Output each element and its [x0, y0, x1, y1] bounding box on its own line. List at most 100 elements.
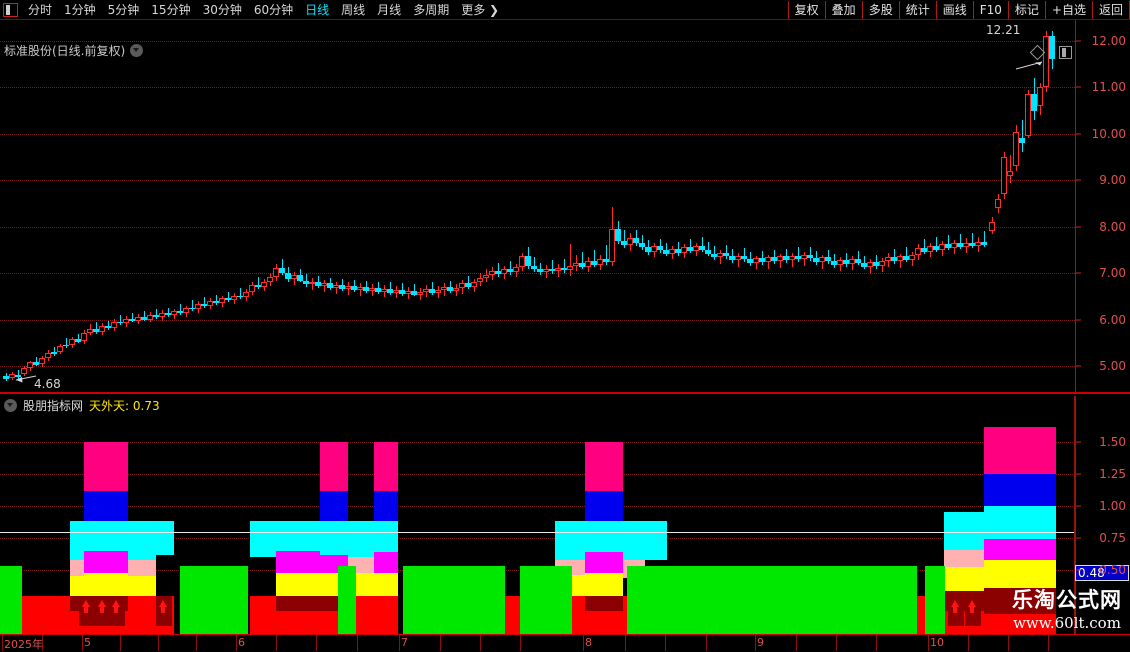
period-9[interactable]: 多周期: [413, 2, 450, 17]
candle-body: [405, 290, 411, 294]
period-6[interactable]: 日线: [305, 2, 330, 17]
candle-wick: [342, 278, 343, 291]
candle-body: [591, 261, 597, 265]
period-7[interactable]: 周线: [341, 2, 366, 17]
toolbar-button-6[interactable]: 标记: [1007, 0, 1045, 19]
symbol-title-bar[interactable]: 标准股份(日线.前复权): [4, 42, 144, 59]
candle-wick: [180, 303, 181, 315]
chevron-down-circle-icon[interactable]: [130, 44, 144, 57]
candle-body: [309, 281, 315, 285]
toolbar-button-7[interactable]: +自选: [1044, 0, 1092, 19]
candle-wick: [108, 320, 109, 330]
period-8[interactable]: 月线: [377, 2, 402, 17]
indicator-bar-segment: [623, 521, 645, 560]
candle-body: [777, 256, 783, 262]
indicator-bar-segment: [374, 442, 398, 491]
toolbar-button-3[interactable]: 统计: [898, 0, 936, 19]
indicator-bar-segment: [84, 521, 128, 551]
candle-body: [357, 287, 363, 290]
candle-body: [399, 289, 405, 294]
candle-body: [825, 257, 831, 262]
candle-body: [57, 345, 63, 353]
green-band: [403, 566, 505, 634]
green-band: [627, 566, 917, 634]
price-plot-area[interactable]: 12.21 4.68 停财权涨: [0, 20, 1075, 394]
green-band: [180, 566, 248, 634]
candle-body: [627, 237, 633, 246]
candle-body: [831, 261, 837, 265]
candle-body: [249, 285, 255, 292]
axis-label: 0.75: [1099, 531, 1126, 546]
indicator-bar-segment: [128, 576, 156, 596]
period-4[interactable]: 30分钟: [202, 2, 242, 17]
candle-wick: [972, 233, 973, 249]
candle-body: [819, 257, 825, 263]
candle-body: [1019, 138, 1025, 144]
price-value-axis: 12.00 11.00 10.00 9.00 8.00 7.00 6.00 5.00: [1075, 20, 1130, 394]
candle-body: [75, 339, 81, 342]
indicator-bar-segment: [944, 567, 984, 591]
candle-body: [939, 244, 945, 250]
period-1[interactable]: 1分钟: [64, 2, 96, 17]
period-2[interactable]: 5分钟: [107, 2, 140, 17]
toolbar-button-8[interactable]: 返回: [1091, 0, 1130, 19]
candle-body: [111, 321, 117, 329]
candle-body: [609, 228, 615, 263]
gridline: [0, 538, 1075, 540]
candle-wick: [948, 235, 949, 250]
gridline: [0, 273, 1075, 275]
candle-wick: [258, 276, 259, 289]
period-0[interactable]: 分时: [28, 2, 53, 17]
indicator-bar-segment: [374, 521, 398, 553]
date-tick: [120, 635, 121, 651]
low-price-annotation: 4.68: [34, 376, 61, 391]
candle-body: [783, 256, 789, 261]
toolbar-button-1[interactable]: 叠加: [824, 0, 862, 19]
candle-body: [969, 242, 975, 247]
toolbar-button-0[interactable]: 复权: [787, 0, 825, 19]
period-3[interactable]: 15分钟: [151, 2, 191, 17]
candle-body: [975, 241, 981, 247]
candle-body: [951, 243, 957, 249]
candle-body: [621, 240, 627, 246]
candle-body: [225, 298, 231, 301]
indicator-bar-segment: [16, 595, 70, 634]
indicator-plot-area[interactable]: [0, 414, 1075, 634]
gridline: [0, 226, 1075, 228]
candle-body: [687, 247, 693, 251]
candle-body: [711, 253, 717, 258]
indicator-bar-segment: [84, 572, 128, 596]
axis-tick: [1076, 441, 1081, 443]
candle-body: [21, 368, 27, 375]
candle-body: [69, 339, 75, 345]
candle-body: [219, 298, 225, 303]
toolbar-button-2[interactable]: 多股: [861, 0, 899, 19]
toolbar-button-4[interactable]: 画线: [935, 0, 973, 19]
toolbar-button-5[interactable]: F10: [972, 0, 1008, 19]
axis-label: 7.00: [1099, 266, 1126, 281]
candle-wick: [66, 338, 67, 349]
period-5[interactable]: 60分钟: [253, 2, 294, 17]
candle-body: [141, 316, 147, 320]
period-10[interactable]: 更多 ❯: [461, 2, 500, 17]
candle-wick: [564, 259, 565, 274]
candle-body: [1049, 36, 1055, 60]
candle-wick: [894, 249, 895, 264]
candle-body: [273, 267, 279, 277]
green-band: [0, 566, 22, 634]
gridline: [0, 506, 1075, 508]
chevron-down-circle-icon[interactable]: [4, 398, 17, 412]
date-tick: [796, 635, 797, 651]
panel-toggle-icon[interactable]: [3, 2, 18, 17]
candle-body: [327, 283, 333, 289]
up-arrow-icon: [951, 599, 959, 613]
candle-wick: [690, 238, 691, 253]
candle-wick: [1010, 154, 1011, 183]
candle-body: [435, 289, 441, 293]
candle-body: [477, 277, 483, 282]
candle-body: [723, 252, 729, 257]
candle-wick: [864, 255, 865, 270]
candle-body: [135, 316, 141, 321]
gridline: [0, 180, 1075, 182]
square-mark-icon[interactable]: [1059, 46, 1072, 59]
